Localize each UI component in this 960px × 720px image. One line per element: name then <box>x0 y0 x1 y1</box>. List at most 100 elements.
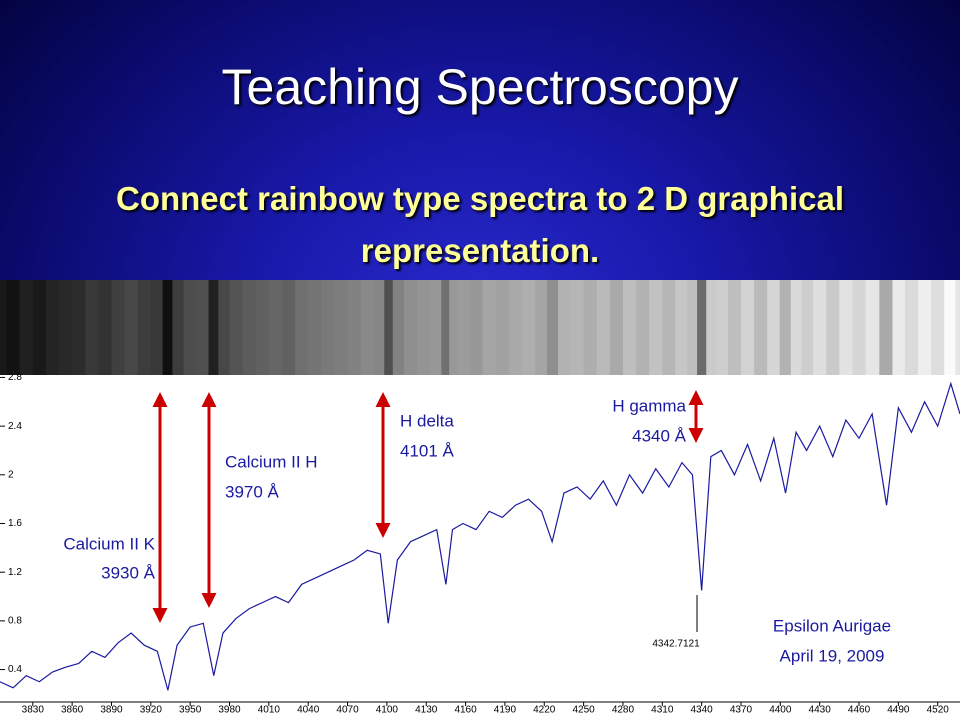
spectrum-strip-band <box>706 280 717 375</box>
y-tick-label: 0.4 <box>8 664 22 675</box>
spectrum-strip-band <box>441 280 450 375</box>
spectrum-strip-band <box>392 280 405 375</box>
spectrum-strip-band <box>373 280 385 375</box>
spectrum-strip-band <box>716 280 729 375</box>
spectrum-strip-band <box>558 280 571 375</box>
spectrum-strip-band <box>622 280 637 375</box>
spectrum-strip-band <box>150 280 164 375</box>
spectrum-strip-band <box>32 280 47 375</box>
spectrum-strip-band <box>268 280 283 375</box>
x-tick-label: 4490 <box>887 705 910 716</box>
spectrum-strip-band <box>321 280 335 375</box>
annotation: 4101 Å <box>400 441 455 460</box>
spectrum-strip-band <box>162 280 173 375</box>
spectrum-strip-band <box>535 280 548 375</box>
spectrum-strip-band <box>546 280 559 375</box>
spectrum-strip-band <box>662 280 676 375</box>
x-tick-label: 3980 <box>218 705 241 716</box>
spectrum-strip-band <box>218 280 231 375</box>
spectrum-strip-band <box>790 280 802 375</box>
x-tick-label: 4220 <box>533 705 556 716</box>
spectrum-strip-band <box>0 280 8 375</box>
x-tick-label: 4460 <box>848 705 871 716</box>
spectrum-strip-band <box>457 280 471 375</box>
spectrum-strip-band <box>879 280 893 375</box>
spectrum-strip-band <box>839 280 853 375</box>
spectrum-strip-band <box>403 280 418 375</box>
x-tick-label: 4010 <box>258 705 281 716</box>
x-tick-label: 4310 <box>651 705 674 716</box>
spectrum-strip-band <box>687 280 698 375</box>
y-tick-label: 2.4 <box>8 421 22 432</box>
spectrum-strip-band <box>360 280 375 375</box>
spectrum-strip-band <box>826 280 840 375</box>
y-tick-label: 0.8 <box>8 616 22 627</box>
spectrum-strip-band <box>865 280 880 375</box>
x-tick-label: 4370 <box>730 705 753 716</box>
spectrum-strip-band <box>347 280 362 375</box>
spectrum-strip-band <box>430 280 442 375</box>
spectrum-strip-band <box>308 280 322 375</box>
spectrum-strip-band <box>45 280 60 375</box>
spectrum-strip-band <box>583 280 598 375</box>
spectrum-strip-band <box>183 280 198 375</box>
spectrum-strip-band <box>111 280 126 375</box>
spectrum-strip-band <box>767 280 781 375</box>
x-tick-label: 4250 <box>572 705 595 716</box>
slide-subtitle: representation. <box>360 232 600 269</box>
annotation: Calcium II K <box>63 534 155 553</box>
slide-title: Teaching Spectroscopy <box>221 59 739 115</box>
spectrum-strip-band <box>229 280 244 375</box>
spectrum-strip-band <box>417 280 431 375</box>
x-tick-label: 3920 <box>140 705 163 716</box>
spectrum-strip-band <box>469 280 484 375</box>
spectrum-strip-band <box>779 280 792 375</box>
spectrum-strip-band <box>482 280 497 375</box>
spectrum-strip-band <box>85 280 99 375</box>
annotation: 3970 Å <box>225 482 280 501</box>
spectrum-strip-band <box>72 280 86 375</box>
spectrum-strip-band <box>295 280 309 375</box>
x-tick-label: 3830 <box>22 705 45 716</box>
annotation: 4342.7121 <box>652 639 700 650</box>
spectrum-strip-band <box>609 280 624 375</box>
spectrum-strip-band <box>852 280 867 375</box>
spectrum-strip-band <box>172 280 185 375</box>
spectrum-strip-band <box>570 280 585 375</box>
spectrum-strip-band <box>740 280 755 375</box>
annotation: H delta <box>400 411 454 430</box>
spectrum-strip-band <box>6 280 21 375</box>
spectrum-strip-band <box>334 280 349 375</box>
annotation: Epsilon Aurigae <box>773 616 891 635</box>
spectrum-strip-band <box>801 280 814 375</box>
spectrum-strip-band <box>918 280 932 375</box>
annotation: H gamma <box>612 396 686 415</box>
spectrum-strip-band <box>649 280 663 375</box>
x-tick-label: 3860 <box>61 705 84 716</box>
x-tick-label: 4400 <box>769 705 792 716</box>
spectrum-strip-band <box>196 280 210 375</box>
annotation: Calcium II H <box>225 452 318 471</box>
x-tick-label: 3890 <box>100 705 123 716</box>
y-tick-label: 2.8 <box>8 372 22 383</box>
spectrum-strip-band <box>955 280 960 375</box>
slide-subtitle: Connect rainbow type spectra to 2 D grap… <box>116 180 844 217</box>
spectrum-strip-band <box>754 280 768 375</box>
y-tick-label: 2 <box>8 469 14 480</box>
spectrum-strip-band <box>944 280 956 375</box>
x-tick-label: 4430 <box>809 705 832 716</box>
x-tick-label: 3950 <box>179 705 202 716</box>
spectrum-strip-band <box>255 280 270 375</box>
spectrum-line <box>0 381 960 691</box>
x-tick-label: 4160 <box>454 705 477 716</box>
spectrum-strip-band <box>137 280 152 375</box>
spectrum-strip-band <box>208 280 219 375</box>
x-tick-label: 4100 <box>376 705 399 716</box>
annotation: 3930 Å <box>101 563 156 582</box>
x-tick-label: 4340 <box>691 705 714 716</box>
spectrum-strip-band <box>636 280 650 375</box>
spectrum-strip-band <box>904 280 919 375</box>
spectrum-strip-band <box>521 280 536 375</box>
